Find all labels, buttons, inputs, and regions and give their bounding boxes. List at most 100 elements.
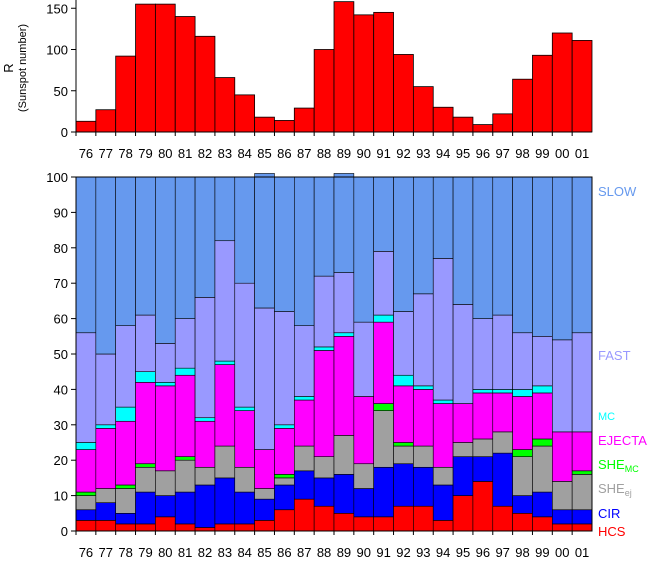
stack-segment-hcs bbox=[373, 516, 394, 532]
stack-segment-ejecta bbox=[75, 449, 97, 493]
sunspot-bar bbox=[75, 120, 97, 133]
stack-segment-slow bbox=[135, 176, 156, 316]
stack-segment-ejecta bbox=[512, 396, 533, 450]
stack-segment-fast bbox=[333, 272, 355, 334]
stack-segment-hcs bbox=[115, 523, 136, 532]
series-label-fast: FAST bbox=[598, 348, 631, 363]
stack-segment-she-ej bbox=[135, 466, 156, 493]
x-tick-label: 77 bbox=[99, 146, 113, 161]
x-tick-label: 87 bbox=[297, 545, 311, 560]
series-label-main: CIR bbox=[598, 506, 620, 521]
x-tick-label: 85 bbox=[257, 146, 271, 161]
stack-segment-slow bbox=[75, 176, 97, 334]
stack-segment-ejecta bbox=[333, 335, 355, 436]
y-tick-label: 20 bbox=[54, 453, 68, 468]
stack-segment-cir bbox=[571, 509, 593, 525]
stack-segment-hcs bbox=[492, 505, 513, 532]
stack-segment-slow bbox=[115, 176, 136, 326]
stack-segment-slow bbox=[512, 176, 533, 334]
stack-segment-hcs bbox=[532, 516, 553, 532]
x-tick-label: 92 bbox=[396, 545, 410, 560]
stack-segment-slow bbox=[313, 176, 335, 277]
stack-segment-mc bbox=[115, 406, 136, 422]
y-tick-label: 30 bbox=[54, 418, 68, 433]
stack-segment-she-mc bbox=[115, 484, 136, 489]
x-tick-label: 98 bbox=[515, 146, 529, 161]
stack-segment-fast bbox=[353, 321, 374, 397]
stack-segment-hcs bbox=[234, 523, 255, 532]
stack-segment-slow bbox=[353, 176, 374, 323]
x-tick-label: 94 bbox=[436, 545, 450, 560]
stack-segment-fast bbox=[174, 318, 196, 369]
x-tick-label: 76 bbox=[79, 146, 93, 161]
stack-segment-mc bbox=[432, 399, 454, 404]
stack-segment-mc bbox=[512, 389, 533, 397]
sunspot-bar bbox=[353, 14, 375, 133]
y-tick-label: 50 bbox=[54, 347, 68, 362]
stack-segment-mc bbox=[393, 374, 414, 387]
stack-segment-mc bbox=[413, 385, 434, 390]
stack-segment-slow bbox=[95, 176, 116, 355]
stack-segment-ejecta bbox=[353, 396, 374, 465]
stack-segment-slow bbox=[373, 176, 394, 252]
stack-segment-hcs bbox=[75, 520, 97, 532]
stack-segment-cir bbox=[274, 484, 295, 511]
sunspot-bar bbox=[492, 113, 514, 133]
x-tick-label: 93 bbox=[416, 146, 430, 161]
x-tick-label: 88 bbox=[317, 545, 331, 560]
stack-segment-slow bbox=[194, 176, 216, 298]
stack-segment-fast bbox=[274, 311, 295, 426]
stack-segment-she-ej bbox=[95, 488, 116, 503]
sunspot-bar bbox=[194, 35, 216, 133]
stack-segment-she-ej bbox=[294, 445, 315, 472]
series-label-main: EJECTA bbox=[598, 433, 647, 448]
stack-segment-cir bbox=[234, 491, 255, 525]
stack-segment-fast bbox=[234, 282, 255, 408]
stack-segment-fast bbox=[393, 311, 414, 376]
stack-segment-cir bbox=[95, 502, 116, 521]
x-tick-label: 93 bbox=[416, 545, 430, 560]
stack-segment-she-ej bbox=[155, 470, 176, 496]
stack-segment-ejecta bbox=[432, 403, 454, 468]
series-label-ejecta: EJECTA bbox=[598, 433, 647, 448]
x-tick-label: 80 bbox=[158, 545, 172, 560]
stack-segment-she-mc bbox=[174, 456, 196, 461]
stack-segment-ejecta bbox=[413, 389, 434, 447]
stack-segment-slow bbox=[532, 176, 553, 337]
stack-segment-fast bbox=[95, 353, 116, 426]
y-axis-label-sub: (Sunspot number) bbox=[17, 24, 29, 112]
x-tick-label: 76 bbox=[79, 545, 93, 560]
stack-segment-fast bbox=[432, 258, 454, 401]
y-tick-label: 100 bbox=[46, 170, 68, 185]
stack-segment-slow bbox=[155, 176, 176, 344]
series-label-sub: MC bbox=[625, 464, 639, 474]
series-label-cir: CIR bbox=[598, 506, 620, 521]
stack-segment-mc bbox=[274, 424, 295, 429]
stack-segment-she-ej bbox=[333, 435, 355, 475]
stack-segment-fast bbox=[552, 339, 573, 433]
stack-segment-hcs bbox=[155, 516, 176, 532]
y-tick-label: 80 bbox=[54, 241, 68, 256]
stack-segment-slow bbox=[214, 176, 236, 242]
stack-segment-hcs bbox=[393, 505, 414, 532]
sunspot-bar bbox=[174, 16, 196, 133]
x-tick-label: 78 bbox=[118, 545, 132, 560]
stack-segment-fast bbox=[373, 251, 394, 316]
sunspot-bar bbox=[393, 54, 414, 133]
sunspot-bar bbox=[154, 3, 176, 133]
stack-segment-fast bbox=[532, 335, 553, 387]
stack-segment-fast bbox=[194, 297, 216, 419]
x-tick-label: 92 bbox=[396, 146, 410, 161]
stack-segment-hcs bbox=[254, 520, 275, 532]
x-tick-label: 89 bbox=[337, 146, 351, 161]
x-tick-label: 84 bbox=[237, 545, 251, 560]
x-tick-label: 98 bbox=[515, 545, 529, 560]
stack-segment-cir bbox=[413, 466, 434, 507]
x-tick-label: 89 bbox=[337, 545, 351, 560]
stack-segment-slow bbox=[552, 176, 573, 341]
x-tick-label: 81 bbox=[178, 545, 192, 560]
stack-segment-ejecta bbox=[174, 374, 196, 457]
stack-segment-she-mc bbox=[532, 438, 553, 447]
stack-segment-mc bbox=[135, 371, 156, 383]
